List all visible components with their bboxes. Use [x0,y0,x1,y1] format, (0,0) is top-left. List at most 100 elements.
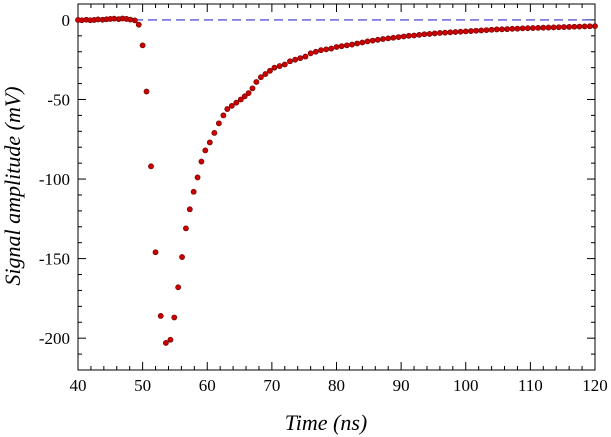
data-point [267,67,273,74]
data-point [312,48,319,55]
data-point [566,24,573,30]
data-point [292,56,299,63]
data-point [215,120,222,127]
data-point [395,34,402,40]
data-point [143,88,150,95]
data-point [571,23,578,30]
data-point [561,24,567,30]
data-point [157,312,164,319]
y-tick-label: 0 [62,11,71,30]
data-point [152,249,159,256]
data-point [519,25,526,32]
data-point [540,24,547,31]
data-point [245,90,252,97]
x-tick-label: 40 [70,376,87,395]
data-point [400,33,407,40]
data-point [499,26,505,33]
x-tick-label: 100 [453,376,479,395]
data-point [586,23,593,30]
data-point [452,29,459,35]
data-point [550,24,557,31]
data-point [211,129,218,136]
data-point [249,85,256,92]
x-tick-label: 70 [263,376,280,395]
data-point [535,24,542,31]
data-point [385,35,392,42]
data-point [131,17,138,24]
data-point [179,254,185,260]
data-point [281,61,288,68]
data-point [253,79,260,85]
x-tick-label: 80 [328,376,345,395]
data-point [462,28,469,35]
data-point [509,25,516,32]
data-point [175,284,182,291]
data-point [530,25,536,31]
data-point [241,93,248,100]
data-point [468,28,474,34]
data-point [333,44,340,50]
data-point [135,21,142,28]
data-point [338,43,345,50]
data-point [302,53,309,60]
data-point [202,147,209,154]
data-point [233,99,240,106]
y-axis-title: Signal amplitude (mV) [0,86,25,285]
data-point [426,31,433,37]
data-point [364,38,371,45]
data-point [183,225,189,232]
data-point [237,96,244,103]
data-point [576,23,583,30]
x-tick-label: 90 [393,376,410,395]
data-point [374,36,381,43]
y-tick-label: -50 [47,90,70,109]
data-point [483,27,490,33]
data-point [186,206,193,213]
data-point [167,336,174,343]
data-point [524,25,531,32]
data-point [514,25,521,32]
data-point [442,29,448,36]
data-point [592,23,598,30]
data-point [380,36,386,42]
y-tick-label: -100 [39,170,70,189]
data-point [421,31,428,38]
x-tick-label: 60 [199,376,216,395]
data-point [343,42,350,49]
data-point [436,30,443,36]
plot-frame [77,3,596,371]
data-point [287,58,293,65]
data-point [405,32,412,39]
data-point [171,314,178,321]
data-point [228,102,235,109]
data-point [354,40,361,47]
data-point [390,34,397,41]
data-point [318,47,324,54]
data-point [411,32,417,39]
y-tick-label: -150 [39,250,70,269]
data-point [493,26,500,33]
data-point [276,63,283,69]
data-point [162,340,169,346]
data-point [139,42,146,49]
data-point [224,106,231,112]
data-point [198,158,205,165]
data-point [555,24,562,31]
y-tick-label: -200 [39,329,70,348]
data-point [457,28,464,35]
data-point [447,29,454,36]
x-tick-label: 120 [582,376,608,395]
data-point [504,26,511,33]
data-point [431,30,438,37]
data-point [148,163,154,170]
data-point [416,31,423,38]
data-point [359,39,366,46]
data-point [349,41,355,48]
data-point [297,55,304,62]
data-point [190,188,197,195]
data-point [488,26,495,33]
x-tick-label: 50 [134,376,151,395]
data-point [194,174,201,181]
data-point [262,71,269,77]
